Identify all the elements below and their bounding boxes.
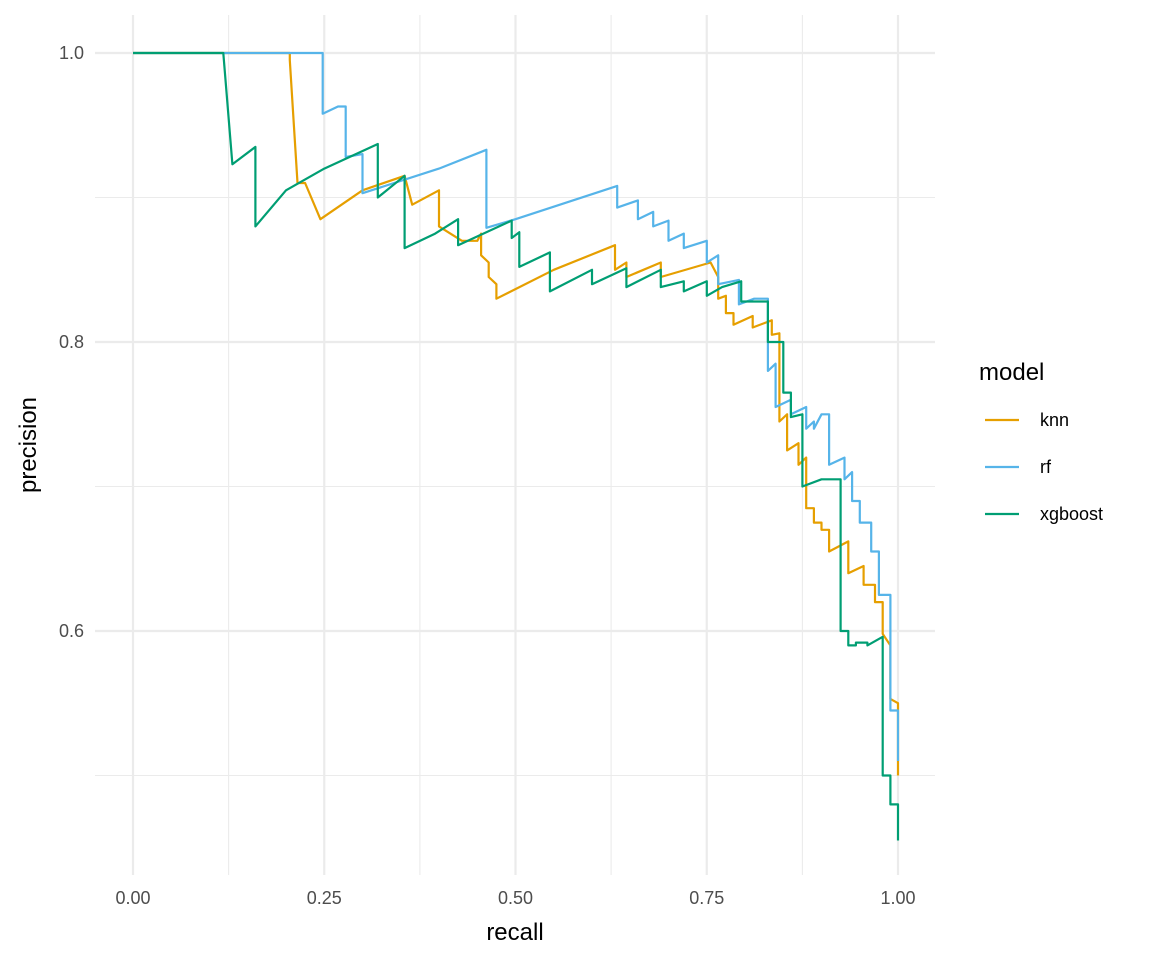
y-tick-labels: 0.6 0.8 1.0 <box>59 43 84 641</box>
series-layer <box>133 51 900 841</box>
legend-label-knn: knn <box>1040 410 1069 430</box>
x-tick-label: 0.50 <box>498 888 533 908</box>
x-tick-label: 0.75 <box>689 888 724 908</box>
series-line-xgboost <box>133 51 900 841</box>
x-tick-labels: 0.00 0.25 0.50 0.75 1.00 <box>115 888 915 908</box>
x-tick-label: 1.00 <box>880 888 915 908</box>
y-tick-label: 0.6 <box>59 621 84 641</box>
legend: model knn rf xgboost <box>979 359 1103 524</box>
legend-items: knn rf xgboost <box>985 410 1103 524</box>
legend-label-rf: rf <box>1040 457 1052 477</box>
x-tick-label: 0.00 <box>115 888 150 908</box>
x-tick-label: 0.25 <box>307 888 342 908</box>
y-axis-title: precision <box>15 397 42 493</box>
legend-label-xgboost: xgboost <box>1040 504 1103 524</box>
major-gridlines <box>95 15 935 875</box>
x-axis-title: recall <box>486 919 543 946</box>
series-line-knn <box>133 51 900 776</box>
y-tick-label: 1.0 <box>59 43 84 63</box>
legend-title: model <box>979 359 1044 386</box>
y-tick-label: 0.8 <box>59 332 84 352</box>
